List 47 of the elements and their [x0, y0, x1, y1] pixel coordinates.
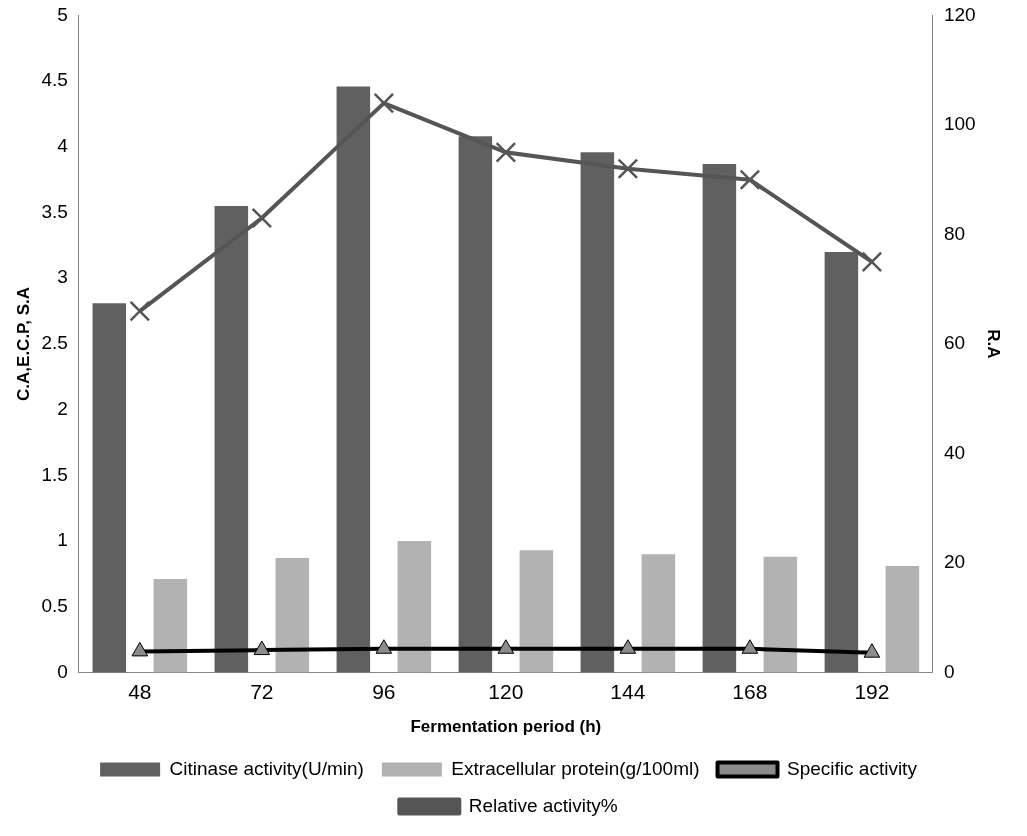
y2-tick-label: 100: [943, 113, 976, 135]
legend-label: Relative activity%: [468, 794, 618, 816]
x-tick-label: 144: [610, 679, 646, 703]
y-tick-label: 1: [57, 529, 68, 551]
y-tick-label: 4.5: [41, 69, 68, 91]
bar: [763, 556, 798, 673]
point: [373, 92, 395, 114]
bar: [641, 554, 676, 673]
point: [129, 300, 151, 322]
y-tick-label: 0: [57, 660, 68, 682]
x-tick-label: 168: [732, 679, 768, 703]
bar: [153, 579, 188, 673]
y-tick-label: 4: [57, 135, 69, 157]
legend-label: Specific activity: [787, 757, 918, 779]
x-tick-label: 96: [372, 679, 396, 703]
y2-axis-title: R.A: [984, 329, 1004, 359]
y-tick-label: 5: [57, 3, 68, 25]
point: [251, 207, 273, 229]
y2-tick-label: 20: [943, 551, 966, 573]
y-tick-label: 2.5: [41, 332, 68, 354]
bar: [92, 303, 127, 673]
y2-tick-label: 120: [943, 3, 976, 25]
y-tick-label: 3: [57, 266, 68, 288]
point: [739, 169, 761, 191]
y-tick-label: 2: [57, 397, 68, 419]
x-tick-label: 72: [250, 679, 274, 703]
bar: [885, 565, 920, 673]
x-tick-label: 192: [854, 679, 890, 703]
y-axis-title: C.A,E.C.P, S.A: [13, 286, 33, 401]
x-tick-label: 48: [128, 679, 152, 703]
point: [861, 251, 883, 273]
y2-tick-label: 40: [943, 441, 966, 463]
x-axis-title: Fermentation period (h): [410, 717, 602, 737]
bar: [519, 550, 554, 673]
y-tick-label: 1.5: [41, 463, 68, 485]
point: [617, 158, 639, 180]
y2-tick-label: 80: [943, 222, 966, 244]
y-tick-label: 0.5: [41, 594, 68, 616]
x-tick-label: 120: [488, 679, 524, 703]
y2-tick-label: 0: [943, 660, 955, 682]
y2-tick-label: 60: [943, 332, 966, 354]
bar: [275, 558, 310, 673]
point: [495, 141, 517, 163]
bar: [397, 541, 432, 673]
legend-label: Extracellular protein(g/100ml): [451, 757, 700, 779]
legend-label: Citinase activity(U/min): [169, 757, 364, 779]
y-tick-label: 3.5: [41, 200, 68, 222]
